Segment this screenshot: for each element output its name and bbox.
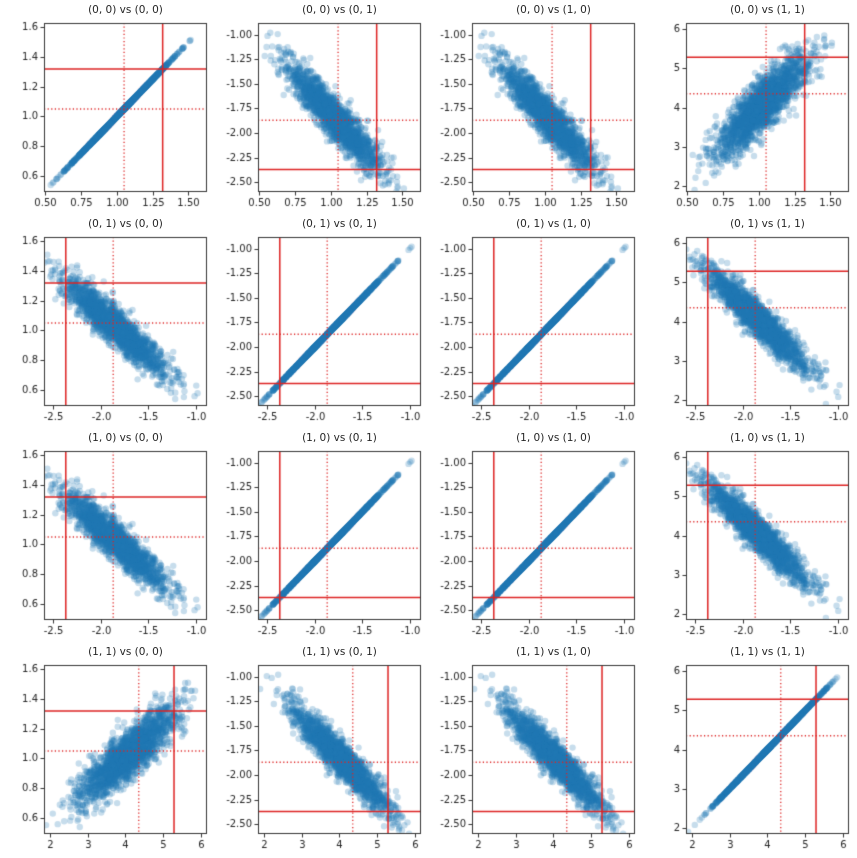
plot-title: (0, 0) vs (0, 0) (88, 4, 163, 16)
scatter-plot-canvas (642, 661, 856, 857)
scatter-plot-canvas (642, 447, 856, 643)
plot-title: (0, 0) vs (1, 0) (516, 4, 591, 16)
subplot-0-1: (0, 0) vs (0, 1) (214, 1, 428, 215)
plot-title: (0, 0) vs (1, 1) (730, 4, 805, 16)
subplot-0-2: (0, 0) vs (1, 0) (428, 1, 642, 215)
subplot-2-3: (1, 0) vs (1, 1) (642, 429, 856, 643)
scatter-plot-canvas (428, 233, 642, 429)
plot-title: (1, 0) vs (0, 0) (88, 432, 163, 444)
subplot-3-3: (1, 1) vs (1, 1) (642, 643, 856, 857)
scatter-plot-canvas (0, 447, 214, 643)
plot-title: (0, 1) vs (1, 1) (730, 218, 805, 230)
plot-title: (1, 1) vs (0, 0) (88, 646, 163, 658)
subplot-2-1: (1, 0) vs (0, 1) (214, 429, 428, 643)
subplot-1-0: (0, 1) vs (0, 0) (0, 215, 214, 429)
scatter-plot-canvas (0, 233, 214, 429)
scatter-plot-canvas (214, 661, 428, 857)
subplot-3-0: (1, 1) vs (0, 0) (0, 643, 214, 857)
plot-title: (1, 1) vs (0, 1) (302, 646, 377, 658)
subplot-2-2: (1, 0) vs (1, 0) (428, 429, 642, 643)
subplot-0-0: (0, 0) vs (0, 0) (0, 1, 214, 215)
plot-title: (1, 1) vs (1, 0) (516, 646, 591, 658)
plot-title: (0, 1) vs (0, 0) (88, 218, 163, 230)
plot-title: (0, 0) vs (0, 1) (302, 4, 377, 16)
scatter-plot-canvas (428, 447, 642, 643)
scatter-plot-canvas (642, 233, 856, 429)
plot-title: (1, 0) vs (0, 1) (302, 432, 377, 444)
subplot-1-2: (0, 1) vs (1, 0) (428, 215, 642, 429)
plot-title: (0, 1) vs (1, 0) (516, 218, 591, 230)
plot-title: (0, 1) vs (0, 1) (302, 218, 377, 230)
subplot-1-1: (0, 1) vs (0, 1) (214, 215, 428, 429)
scatter-plot-canvas (214, 19, 428, 215)
scatter-plot-canvas (214, 233, 428, 429)
scatter-plot-canvas (428, 19, 642, 215)
subplot-1-3: (0, 1) vs (1, 1) (642, 215, 856, 429)
scatter-plot-canvas (0, 661, 214, 857)
subplot-2-0: (1, 0) vs (0, 0) (0, 429, 214, 643)
scatter-plot-canvas (214, 447, 428, 643)
subplot-0-3: (0, 0) vs (1, 1) (642, 1, 856, 215)
plot-title: (1, 0) vs (1, 1) (730, 432, 805, 444)
subplot-3-1: (1, 1) vs (0, 1) (214, 643, 428, 857)
plot-title: (1, 1) vs (1, 1) (730, 646, 805, 658)
plot-title: (1, 0) vs (1, 0) (516, 432, 591, 444)
scatter-plot-canvas (0, 19, 214, 215)
scatter-plot-canvas (428, 661, 642, 857)
scatter-plot-canvas (642, 19, 856, 215)
subplot-3-2: (1, 1) vs (1, 0) (428, 643, 642, 857)
